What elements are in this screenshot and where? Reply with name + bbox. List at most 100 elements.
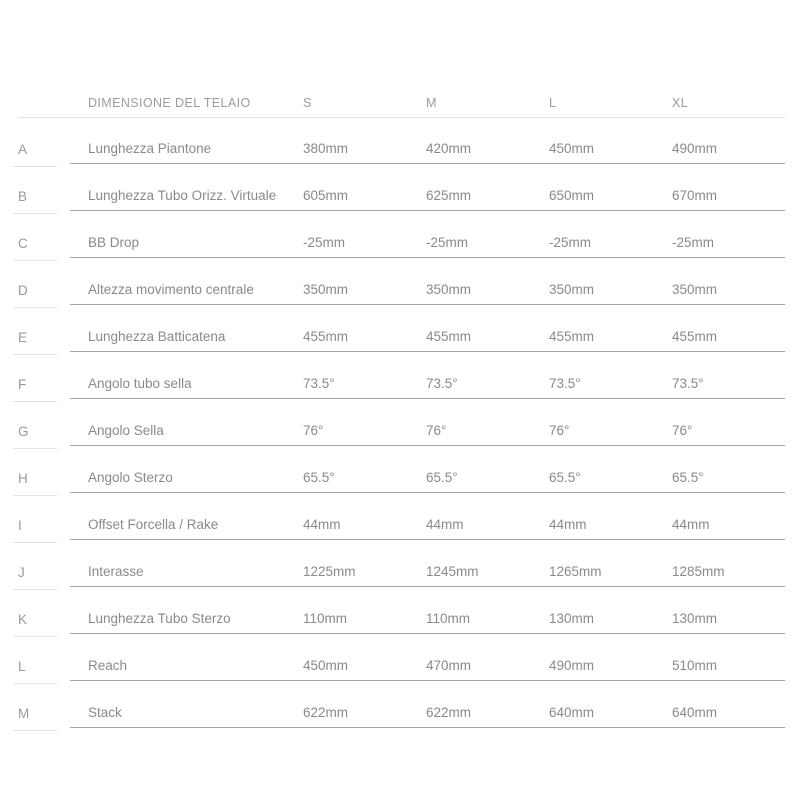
row-value: 44mm [303, 517, 341, 532]
row-letter: K [18, 612, 28, 627]
row-value: 110mm [303, 611, 348, 626]
row-letter: B [18, 189, 28, 204]
row-label: Stack [88, 705, 122, 720]
row-value: 605mm [303, 188, 349, 203]
table-row: Angolo tubo sella 73.5° 73.5° 73.5° 73.5° [70, 352, 785, 399]
table-row: Stack 622mm 622mm 640mm 640mm [70, 681, 785, 728]
row-value: 622mm [426, 705, 472, 720]
row-value: 1265mm [549, 564, 602, 579]
row-value: 1285mm [672, 564, 725, 579]
column-header-size-m: M [426, 96, 437, 110]
row-label: Angolo tubo sella [88, 376, 192, 391]
column-header-size-l: L [549, 96, 557, 110]
row-letter: D [18, 283, 28, 298]
row-letter: H [18, 471, 28, 486]
row-letter: F [18, 377, 27, 392]
row-label: Lunghezza Batticatena [88, 329, 226, 344]
row-value: 622mm [303, 705, 349, 720]
row-value: 350mm [672, 282, 718, 297]
table-row: Lunghezza Tubo Sterzo 110mm 110mm 130mm 130m… [70, 587, 785, 634]
row-value: -25mm [549, 235, 592, 250]
row-value: 65.5° [426, 470, 458, 485]
column-header-dimension: DIMENSIONE DEL TELAIO [88, 96, 251, 110]
row-label: Interasse [88, 564, 144, 579]
row-value: 130mm [549, 611, 595, 626]
row-value: -25mm [426, 235, 469, 250]
row-value: 73.5° [549, 376, 581, 391]
letter-divider [13, 213, 57, 214]
row-value: 450mm [303, 658, 349, 673]
letter-divider [13, 542, 57, 543]
letter-divider [13, 354, 57, 355]
row-label: Offset Forcella / Rake [88, 517, 219, 532]
table-body: Lunghezza Piantone 380mm 420mm 450mm 490mm Lu… [70, 117, 785, 728]
table-row: Lunghezza Tubo Orizz. Virtuale 605mm 625mm… [70, 164, 785, 211]
table-header-row: DIMENSIONE DEL TELAIO S M L XL [70, 70, 785, 117]
row-value: 650mm [549, 188, 595, 203]
letter-divider [13, 401, 57, 402]
table-row: Lunghezza Piantone 380mm 420mm 450mm 490mm [70, 117, 785, 164]
row-label: Lunghezza Piantone [88, 141, 212, 156]
row-value: 640mm [672, 705, 718, 720]
table-row: Offset Forcella / Rake 44mm 44mm 44mm 44mm [70, 493, 785, 540]
row-value: 420mm [426, 141, 472, 156]
row-letter: E [18, 330, 28, 345]
row-value: 470mm [426, 658, 472, 673]
table-row: Altezza movimento centrale 350mm 350mm 350m… [70, 258, 785, 305]
row-value: -25mm [303, 235, 346, 250]
row-value: 640mm [549, 705, 595, 720]
table-row: BB Drop -25mm -25mm -25mm -25mm [70, 211, 785, 258]
row-value: 490mm [549, 658, 595, 673]
row-value: 44mm [549, 517, 587, 532]
row-label: Altezza movimento centrale [88, 282, 254, 297]
row-letter: J [18, 565, 25, 580]
row-value: 490mm [672, 141, 718, 156]
row-value: 510mm [672, 658, 718, 673]
row-value: 44mm [672, 517, 710, 532]
row-letter: L [18, 659, 26, 674]
row-letter: A [18, 142, 28, 157]
table-row: Interasse 1225mm 1245mm 1265mm 1285mm [70, 540, 785, 587]
row-value: 455mm [303, 329, 349, 344]
row-value: 455mm [549, 329, 595, 344]
letter-divider [13, 495, 57, 496]
row-value: 670mm [672, 188, 718, 203]
letter-divider [13, 730, 57, 731]
letter-divider [13, 448, 57, 449]
row-label: BB Drop [88, 235, 140, 250]
row-label: Angolo Sterzo [88, 470, 173, 485]
letter-divider [13, 636, 57, 637]
row-value: 1245mm [426, 564, 479, 579]
row-value: 73.5° [303, 376, 335, 391]
row-letter: C [18, 236, 28, 251]
letter-divider [13, 307, 57, 308]
row-value: 44mm [426, 517, 464, 532]
row-value: 455mm [426, 329, 472, 344]
row-value: 380mm [303, 141, 349, 156]
letter-divider [13, 589, 57, 590]
table-row: Lunghezza Batticatena 455mm 455mm 455mm 455m… [70, 305, 785, 352]
header-divider [18, 117, 785, 118]
row-label: Lunghezza Tubo Sterzo [88, 611, 231, 626]
row-value: 110mm [426, 611, 471, 626]
row-label: Reach [88, 658, 128, 673]
row-value: 76° [549, 423, 570, 438]
row-value: 73.5° [672, 376, 704, 391]
row-value: 65.5° [549, 470, 581, 485]
row-letter: M [18, 706, 30, 721]
table-row: Angolo Sella 76° 76° 76° 76° [70, 399, 785, 446]
table-row: Angolo Sterzo 65.5° 65.5° 65.5° 65.5° [70, 446, 785, 493]
row-value: 65.5° [303, 470, 335, 485]
row-value: 455mm [672, 329, 718, 344]
row-value: 350mm [549, 282, 595, 297]
row-value: 130mm [672, 611, 718, 626]
row-value: 76° [426, 423, 447, 438]
row-label: Angolo Sella [88, 423, 164, 438]
row-value: 625mm [426, 188, 472, 203]
column-header-size-xl: XL [672, 96, 689, 110]
row-value: 1225mm [303, 564, 356, 579]
row-value: 65.5° [672, 470, 704, 485]
letter-divider [13, 166, 57, 167]
row-value: 350mm [303, 282, 349, 297]
